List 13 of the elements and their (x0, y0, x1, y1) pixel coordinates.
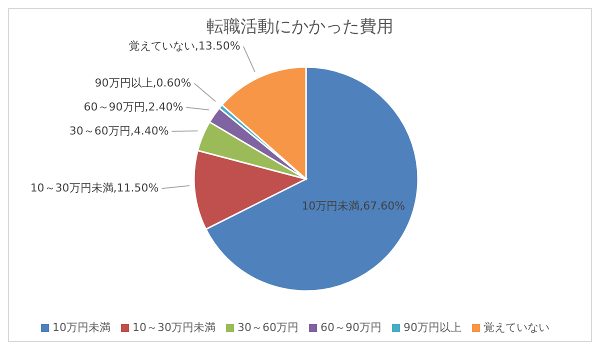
chart-title: 転職活動にかかった費用 (206, 16, 394, 38)
data-label: 覚えていない,13.50% (128, 39, 240, 52)
legend-label: 10万円未満 (52, 321, 110, 334)
data-label: 30～60万円,4.40% (69, 124, 169, 138)
legend-label: 30～60万円 (238, 321, 298, 334)
legend-label: 60～90万円 (320, 321, 382, 334)
legend-label: 覚えていない (484, 321, 550, 334)
data-label: 60～90万円,2.40% (84, 100, 184, 114)
data-label: 10～30万円未満,11.50% (30, 181, 159, 195)
legend-label: 90万円以上 (404, 321, 462, 334)
data-label: 90万円以上,0.60% (94, 76, 192, 90)
legend-label: 10～30万円未満 (132, 321, 216, 334)
data-label: 10万円未満,67.60% (302, 199, 406, 212)
